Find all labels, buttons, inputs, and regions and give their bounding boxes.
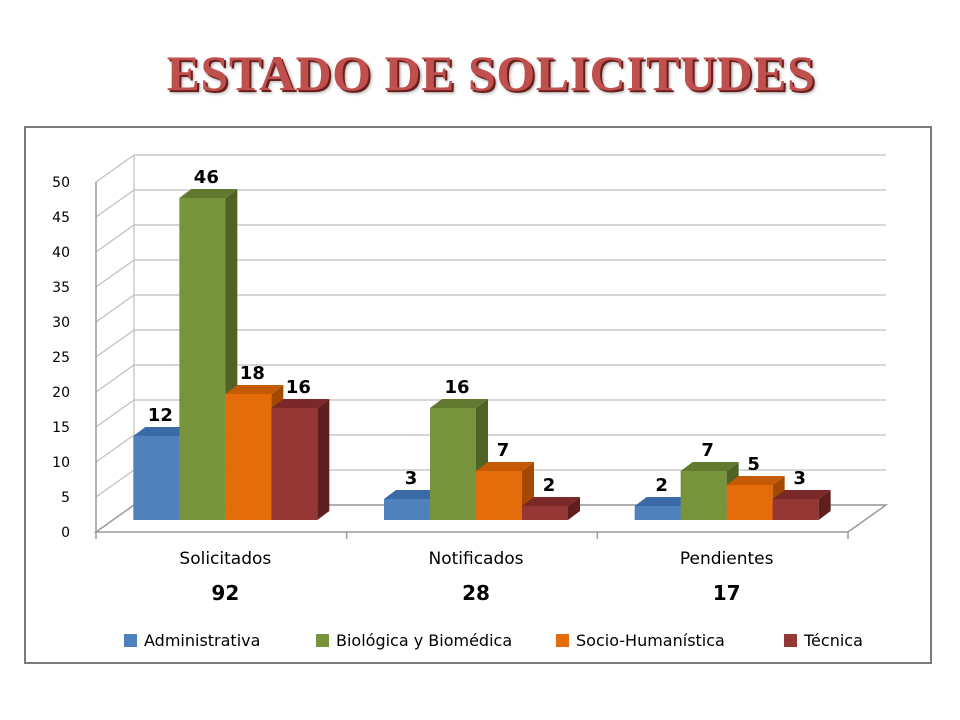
bar (680, 471, 727, 520)
bar-top (133, 427, 192, 436)
y-tick-label: 40 (52, 245, 70, 261)
bar (634, 506, 681, 520)
gridline-side (95, 259, 135, 288)
category-total: 92 (211, 581, 239, 605)
bar (522, 506, 568, 520)
bar-top (634, 497, 693, 506)
y-tick-label: 10 (52, 455, 70, 471)
data-label: 7 (497, 440, 510, 461)
data-label: 2 (543, 475, 556, 496)
legend-label: Administrativa (144, 631, 260, 650)
bar (133, 436, 180, 520)
bar (726, 485, 773, 520)
bar-top (430, 399, 488, 408)
bar-top (726, 476, 785, 485)
legend-swatch (316, 634, 329, 647)
bar-top (384, 490, 442, 499)
data-labels: 12 46 18 16 3 16 7 2 2 7 5 3 (148, 167, 806, 496)
y-tick-label: 20 (52, 385, 70, 401)
data-label: 16 (444, 377, 469, 398)
gridline-side (95, 154, 135, 183)
bar-top (271, 399, 330, 408)
data-label: 12 (148, 405, 173, 426)
bar-top (680, 462, 739, 471)
y-tick-label: 45 (52, 210, 70, 226)
gridline-side (95, 364, 135, 393)
bar (430, 408, 476, 520)
gridline-side (95, 294, 135, 323)
legend-label: Biológica y Biomédica (336, 631, 512, 650)
gridline-side (95, 434, 135, 463)
category-total: 28 (462, 581, 490, 605)
x-axis: Solicitados 92 Notificados 28 Pendientes 17 (179, 549, 773, 605)
bars (133, 189, 831, 520)
data-label: 3 (405, 468, 418, 489)
slide-title: ESTADO DE SOLICITUDES (166, 45, 816, 101)
y-tick-label: 15 (52, 420, 70, 436)
y-tick-label: 30 (52, 315, 70, 331)
y-tick-label: 50 (52, 175, 70, 191)
bar-top (772, 490, 831, 499)
legend-label: Técnica (803, 631, 863, 650)
gridline-side (95, 329, 135, 358)
bar-top (179, 189, 238, 198)
category-total: 17 (713, 581, 741, 605)
x-tick-label: Notificados (428, 549, 523, 569)
bar-side (818, 490, 831, 520)
bar (772, 499, 819, 520)
gridline-side (95, 224, 135, 253)
legend-swatch (784, 634, 797, 647)
bar (476, 471, 522, 520)
bar-top (225, 385, 284, 394)
data-label: 46 (194, 167, 219, 188)
legend-swatch (556, 634, 569, 647)
gridline-side (95, 469, 135, 498)
bar-chart: 0 5 10 15 20 25 30 35 40 45 50 12 46 18 16 3 16 7 2 2 7 5 3 S… (52, 154, 889, 650)
bar (225, 394, 272, 520)
gridline-side (95, 399, 135, 428)
data-label: 3 (793, 468, 806, 489)
x-tick-label: Pendientes (680, 549, 774, 569)
y-tick-label: 5 (61, 490, 70, 506)
bar-side (568, 497, 580, 520)
y-tick-label: 0 (61, 525, 70, 541)
bar (179, 198, 226, 520)
x-tick-label: Solicitados (179, 549, 271, 569)
data-label: 18 (240, 363, 265, 384)
legend-swatch (124, 634, 137, 647)
data-label: 7 (701, 440, 714, 461)
chart-container: 0 5 10 15 20 25 30 35 40 45 50 12 46 18 16 3 16 7 2 2 7 5 3 S… (24, 126, 932, 664)
bar-side (317, 399, 330, 520)
legend-label: Socio-Humanística (576, 631, 725, 650)
gridline-side (95, 189, 135, 218)
legend: Administrativa Biológica y Biomédica Socio… (124, 631, 863, 650)
bar-top (522, 497, 580, 506)
y-tick-label: 35 (52, 280, 70, 296)
bar (384, 499, 430, 520)
y-tick-label: 25 (52, 350, 70, 366)
data-label: 2 (655, 475, 668, 496)
data-label: 5 (747, 454, 760, 475)
bar (271, 408, 318, 520)
data-label: 16 (286, 377, 311, 398)
bar-top (476, 462, 534, 471)
